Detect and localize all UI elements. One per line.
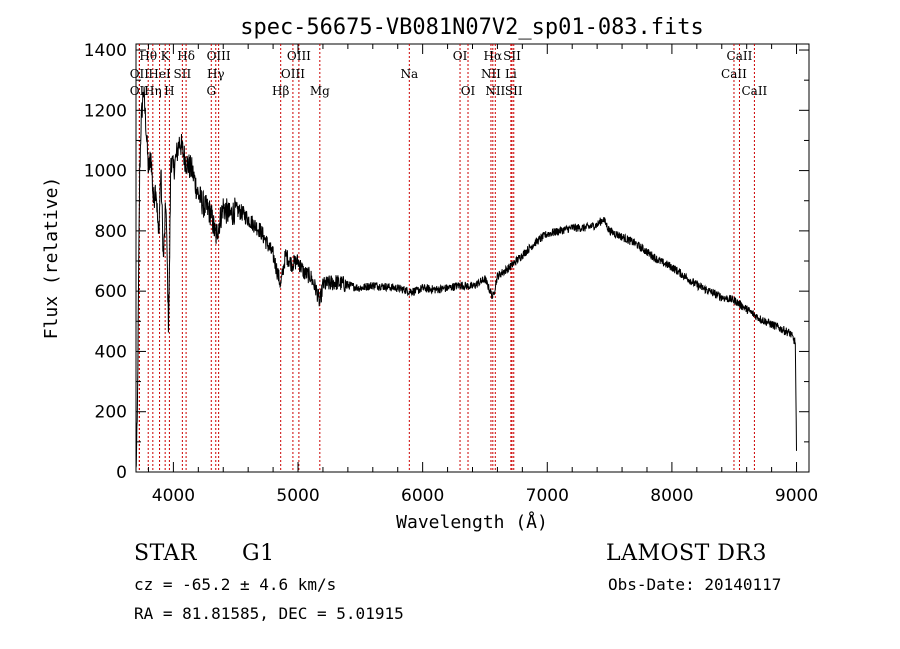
x-tick-label: 5000: [276, 486, 319, 506]
object-subclass: G1: [242, 541, 275, 566]
line-label: OIII: [281, 67, 305, 81]
line-label: NII: [481, 67, 501, 81]
plot-frame: [135, 43, 810, 473]
survey-name: LAMOST DR3: [606, 541, 767, 566]
object-class: STAR: [134, 541, 197, 566]
y-tick-label: 400: [95, 342, 127, 362]
line-label: CaII: [721, 67, 747, 81]
emission-lines: [138, 44, 755, 472]
x-tick-label: 4000: [152, 486, 195, 506]
y-tick-label: 0: [116, 463, 127, 483]
line-label: CaII: [741, 84, 767, 98]
redshift-cz: cz = -65.2 ± 4.6 km/s: [134, 575, 337, 594]
x-tick-label: 6000: [401, 486, 444, 506]
line-label: Hθ: [139, 49, 157, 63]
line-label: G: [206, 84, 216, 98]
y-tick-label: 200: [95, 403, 127, 423]
line-label: Hγ: [207, 67, 225, 81]
x-tick-label: 8000: [650, 486, 693, 506]
x-axis: 4000 5000 6000 7000 8000 9000: [147, 44, 818, 506]
line-label: CaII: [727, 49, 753, 63]
line-label: Hα: [484, 49, 503, 63]
obs-date: Obs-Date: 20140117: [608, 575, 782, 594]
spectrum-line: [135, 86, 797, 468]
line-label: H: [164, 84, 174, 98]
line-label: Li: [505, 67, 517, 81]
line-label: Hβ: [272, 84, 289, 98]
x-tick-label: 7000: [526, 486, 569, 506]
chart-title: spec-56675-VB081N07V2_sp01-083.fits: [240, 15, 704, 40]
line-label: OI: [453, 49, 468, 63]
line-label: Hδ: [177, 49, 195, 63]
ra-dec: RA = 81.81585, DEC = 5.01915: [134, 604, 404, 623]
line-label: OI: [461, 84, 476, 98]
x-axis-label: Wavelength (Å): [396, 511, 548, 533]
line-label: NII: [485, 84, 505, 98]
line-label: SII: [174, 67, 192, 81]
line-label: Na: [400, 67, 418, 81]
y-tick-label: 800: [95, 222, 127, 242]
line-label: OII: [130, 67, 150, 81]
line-label: SII: [505, 84, 523, 98]
y-tick-label: 1000: [84, 162, 127, 182]
y-tick-label: 600: [95, 282, 127, 302]
x-tick-label: 9000: [775, 486, 818, 506]
line-label: OIII: [287, 49, 311, 63]
line-label: Hη: [144, 84, 162, 98]
line-label: OIII: [207, 49, 231, 63]
y-tick-label: 1200: [84, 101, 127, 121]
line-label: SII: [503, 49, 521, 63]
y-axis: 0 200 400 600 800 1000 1200 1400: [84, 41, 809, 483]
line-label: Mg: [310, 84, 330, 98]
y-axis-label: Flux (relative): [41, 177, 62, 340]
y-tick-label: 1400: [84, 41, 127, 61]
line-label: HeI: [148, 67, 171, 81]
line-label: K: [161, 49, 171, 63]
